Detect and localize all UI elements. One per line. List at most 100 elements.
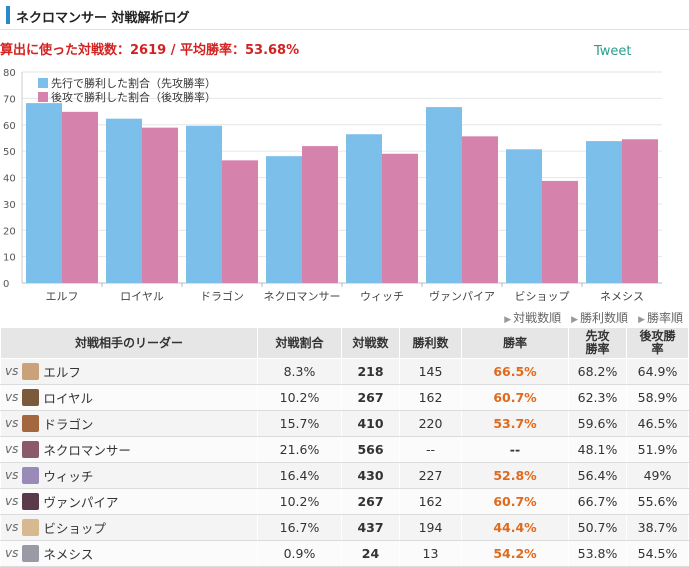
first-cell: 68.2% [568,358,627,385]
sort-link[interactable]: ▶ 勝利数順 [571,309,628,326]
leader-avatar [22,415,40,432]
bar-first [346,134,382,283]
first-cell: 53.8% [568,540,627,567]
y-tick-label: 0 [3,279,9,290]
y-tick-label: 30 [3,200,16,211]
leader-name: ロイヤル [43,391,93,406]
sort-link-label: 勝率順 [646,311,683,325]
table-row[interactable]: vs ビショップ 16.7% 437 194 44.4% 50.7% 38.7% [0,514,689,541]
rate-cell: 60.7% [461,488,569,515]
column-header: 対戦割合 [257,327,342,359]
table-row[interactable]: vs ネメシス 0.9% 24 13 54.2% 53.8% 54.5% [0,540,689,567]
bar-first [426,107,462,283]
leader-cell: vs ネメシス [0,540,258,567]
ratio-cell: 15.7% [257,410,342,437]
first-cell: 66.7% [568,488,627,515]
bar-first [106,118,142,283]
leader-avatar [22,545,40,562]
leader-cell: vs ウィッチ [0,462,258,489]
winrate-chart: 0 10 20 30 40 50 60 70 80 エルフ ロイヤル ドラゴン ネクロマンサー ウィッチ ヴ… [3,68,662,303]
summary-text: 算出に使った対戦数：2619 / 平均勝率：53.68% [0,43,300,58]
second-cell: 55.6% [626,488,689,515]
wins-cell: 162 [399,384,462,411]
first-cell: 56.4% [568,462,627,489]
leader-avatar [22,389,40,406]
ratio-cell: 16.4% [257,462,342,489]
triangle-right-icon: ▶ [571,315,579,325]
x-tick-label: ネクロマンサー [264,290,341,303]
legend-swatch [38,92,48,102]
table-row[interactable]: vs ドラゴン 15.7% 410 220 53.7% 59.6% 46.5% [0,410,689,437]
bar-second [302,146,338,283]
matchup-table: 対戦相手のリーダー 対戦割合 対戦数 勝利数 勝率 先攻勝率 後攻勝率 vs エルフ 8.3% 2… [0,327,689,567]
y-tick-label: 70 [3,94,16,105]
leader-name: ネクロマンサー [43,443,131,458]
wins-cell: -- [399,436,462,463]
legend-swatch [38,78,48,88]
leader-avatar [22,363,40,380]
ratio-cell: 10.2% [257,384,342,411]
table-row[interactable]: vs エルフ 8.3% 218 145 66.5% 68.2% 64.9% [0,358,689,385]
bar-second [382,153,418,283]
tweet-link[interactable]: Tweet [594,44,632,59]
ratio-cell: 0.9% [257,540,342,567]
bar-first [506,149,542,283]
rate-cell: 53.7% [461,410,569,437]
sort-link[interactable]: ▶ 対戦数順 [504,309,561,326]
vs-label: vs [5,364,19,378]
leader-cell: vs ネクロマンサー [0,436,258,463]
table-row[interactable]: vs ロイヤル 10.2% 267 162 60.7% 62.3% 58.9% [0,384,689,411]
first-cell: 59.6% [568,410,627,437]
table-row[interactable]: vs ヴァンパイア 10.2% 267 162 60.7% 66.7% 55.6% [0,488,689,515]
sort-link-label: 勝利数順 [580,311,629,325]
bar-second [142,127,178,284]
leader-name: ネメシス [43,547,94,562]
leader-cell: vs ドラゴン [0,410,258,437]
legend-label: 先行で勝利した割合（先攻勝率） [51,76,216,90]
wins-cell: 194 [399,514,462,541]
ratio-cell: 8.3% [257,358,342,385]
ratio-cell: 21.6% [257,436,342,463]
leader-cell: vs エルフ [0,358,258,385]
rate-cell: -- [461,436,569,463]
vs-label: vs [5,546,19,560]
wins-cell: 227 [399,462,462,489]
table-row[interactable]: vs ウィッチ 16.4% 430 227 52.8% 56.4% 49% [0,462,689,489]
x-tick-label: ヴァンパイア [429,289,495,303]
matches-cell: 430 [341,462,400,489]
bar-second [542,180,578,283]
column-header: 勝利数 [399,327,462,359]
leader-avatar [22,467,40,484]
second-cell: 51.9% [626,436,689,463]
rate-cell: 54.2% [461,540,569,567]
second-cell: 54.5% [626,540,689,567]
x-tick-label: ウィッチ [360,290,404,303]
column-header: 後攻勝率 [626,327,689,359]
column-header: 対戦相手のリーダー [0,327,258,359]
x-tick-label: ドラゴン [200,289,244,303]
leader-cell: vs ビショップ [0,514,258,541]
y-tick-label: 80 [3,68,16,79]
column-header: 勝率 [461,327,569,359]
x-tick-label: ネメシス [600,290,644,303]
sort-link[interactable]: ▶ 勝率順 [638,309,683,326]
header-accent-bar [6,6,10,24]
bar-first [26,103,62,283]
matches-cell: 437 [341,514,400,541]
x-tick-label: エルフ [46,290,79,303]
leader-name: ビショップ [43,521,106,536]
vs-label: vs [5,442,19,456]
table-row[interactable]: vs ネクロマンサー 21.6% 566 -- -- 48.1% 51.9% [0,436,689,463]
table-header-row: 対戦相手のリーダー 対戦割合 対戦数 勝利数 勝率 先攻勝率 後攻勝率 [0,327,689,359]
leader-name: エルフ [43,365,81,380]
leader-name: ウィッチ [43,469,94,484]
matches-cell: 24 [341,540,400,567]
sort-link-label: 対戦数順 [513,311,562,325]
rate-cell: 66.5% [461,358,569,385]
page-header: ネクロマンサー 対戦解析ログ [0,0,689,30]
leader-avatar [22,519,40,536]
bar-first [586,141,622,283]
first-cell: 50.7% [568,514,627,541]
y-tick-label: 10 [3,253,16,264]
x-tick-label: ビショップ [515,290,570,303]
